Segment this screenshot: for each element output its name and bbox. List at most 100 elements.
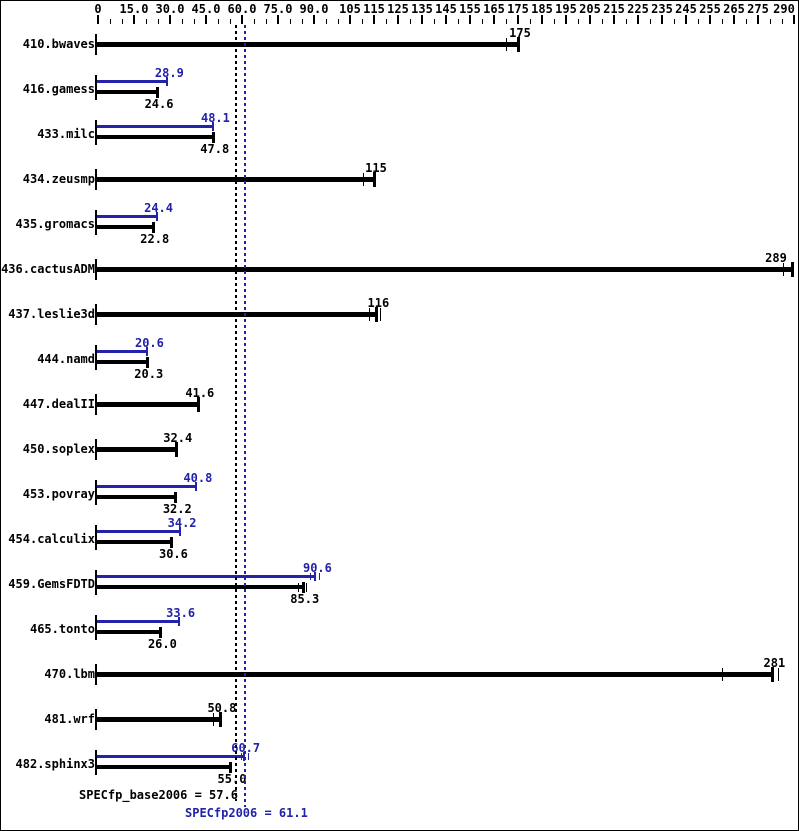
- axis-minor-tick: [302, 19, 303, 24]
- axis-minor-tick: [530, 19, 531, 24]
- axis-minor-tick: [578, 19, 579, 24]
- axis-major-tick: [313, 15, 315, 24]
- axis-tick-label: 45.0: [191, 2, 221, 16]
- bar-end-cap: [218, 712, 222, 727]
- axis-minor-tick: [386, 19, 387, 24]
- base-value-label: 24.6: [144, 97, 174, 111]
- benchmark-name-label: 470.lbm: [44, 667, 95, 681]
- axis-major-tick: [469, 15, 471, 24]
- bar-end-cap: [155, 212, 158, 221]
- base-bar: [97, 267, 792, 272]
- bar-end-cap: [194, 482, 197, 491]
- peak-value-label: 20.6: [134, 336, 164, 350]
- axis-major-tick: [565, 15, 567, 24]
- axis-minor-tick: [746, 19, 747, 24]
- run-mark-tick: [380, 308, 381, 321]
- row-zero-axis-line: [95, 345, 97, 370]
- axis-tick-label: 135: [411, 2, 433, 16]
- axis-tick-label: 255: [699, 2, 721, 16]
- bar-end-cap: [373, 172, 376, 187]
- base-value-label: 50.8: [207, 701, 237, 715]
- axis-tick-label: 185: [531, 2, 553, 16]
- run-mark-tick: [369, 308, 371, 321]
- axis-tick-label: 145: [435, 2, 457, 16]
- value-axis: 0 15.0 30.0 45.0 60.0 75.0 90.0 105 115 125 135 145…: [1, 1, 798, 25]
- row-zero-axis-line: [95, 259, 97, 280]
- row-zero-axis-line: [95, 709, 97, 730]
- run-mark-tick: [305, 583, 307, 592]
- benchmark-name-label: 447.dealII: [22, 397, 95, 411]
- axis-tick-label: 75.0: [263, 2, 293, 16]
- base-mean-reference-line: [235, 25, 238, 801]
- axis-minor-tick: [554, 19, 555, 24]
- axis-major-tick: [373, 15, 375, 24]
- peak-bar: [97, 485, 196, 488]
- axis-major-tick: [397, 15, 399, 24]
- bar-end-cap: [301, 582, 305, 593]
- axis-minor-tick: [722, 19, 723, 24]
- benchmark-name-label: 450.soplex: [22, 442, 95, 456]
- axis-minor-tick: [434, 19, 435, 24]
- axis-major-tick: [793, 15, 795, 24]
- axis-minor-tick: [194, 19, 195, 24]
- run-mark-tick: [310, 573, 312, 580]
- bar-end-cap: [375, 307, 379, 322]
- run-mark-tick: [778, 668, 780, 681]
- peak-bar: [97, 755, 244, 758]
- row-zero-axis-line: [95, 34, 97, 55]
- base-value-label: 55.0: [217, 772, 247, 786]
- axis-major-tick: [709, 15, 711, 24]
- axis-minor-tick: [122, 19, 123, 24]
- axis-minor-tick: [290, 19, 291, 24]
- peak-value-label: 34.2: [167, 516, 197, 530]
- row-zero-axis-line: [95, 169, 97, 190]
- axis-minor-tick: [782, 19, 783, 24]
- benchmark-name-label: 434.zeusmp: [22, 172, 95, 186]
- benchmark-name-label: 459.GemsFDTD: [8, 577, 95, 591]
- axis-major-tick: [613, 15, 615, 24]
- bar-end-cap: [196, 397, 200, 412]
- axis-major-tick: [589, 15, 591, 24]
- bar-end-cap: [314, 572, 317, 581]
- axis-minor-tick: [506, 19, 507, 24]
- axis-major-tick: [241, 15, 243, 24]
- row-zero-axis-line: [95, 120, 97, 145]
- axis-minor-tick: [218, 19, 219, 24]
- benchmark-name-label: 436.cactusADM: [1, 262, 95, 276]
- benchmark-name-label: 437.leslie3d: [8, 307, 95, 321]
- run-mark-tick: [240, 753, 242, 760]
- base-value-label: 26.0: [147, 637, 177, 651]
- base-value-label: 175: [509, 26, 531, 40]
- row-zero-axis-line: [95, 210, 97, 235]
- axis-major-tick: [169, 15, 171, 24]
- peak-value-label: 90.6: [302, 561, 332, 575]
- axis-minor-tick: [254, 19, 255, 24]
- bar-end-cap: [159, 627, 163, 638]
- base-value-label: 22.8: [140, 232, 170, 246]
- axis-major-tick: [733, 15, 735, 24]
- bar-end-cap: [151, 222, 155, 233]
- base-value-label: 47.8: [200, 142, 230, 156]
- bar-end-cap: [146, 347, 149, 356]
- base-value-label: 32.4: [163, 431, 193, 445]
- axis-tick-label: 215: [603, 2, 625, 16]
- peak-bar: [97, 620, 179, 623]
- axis-minor-tick: [770, 19, 771, 24]
- axis-minor-tick: [230, 19, 231, 24]
- axis-tick-label: 30.0: [155, 2, 185, 16]
- base-bar: [97, 360, 147, 364]
- axis-tick-label: 165: [483, 2, 505, 16]
- axis-minor-tick: [158, 19, 159, 24]
- row-zero-axis-line: [95, 439, 97, 460]
- peak-bar: [97, 80, 168, 83]
- bar-end-cap: [170, 537, 174, 548]
- row-zero-axis-line: [95, 394, 97, 415]
- axis-major-tick: [661, 15, 663, 24]
- bar-end-cap: [166, 77, 169, 86]
- peak-mean-score-label: SPECfp2006 = 61.1: [185, 806, 308, 820]
- bar-end-cap: [212, 122, 215, 131]
- axis-tick-label: 205: [579, 2, 601, 16]
- axis-major-tick: [541, 15, 543, 24]
- axis-major-tick: [97, 15, 99, 24]
